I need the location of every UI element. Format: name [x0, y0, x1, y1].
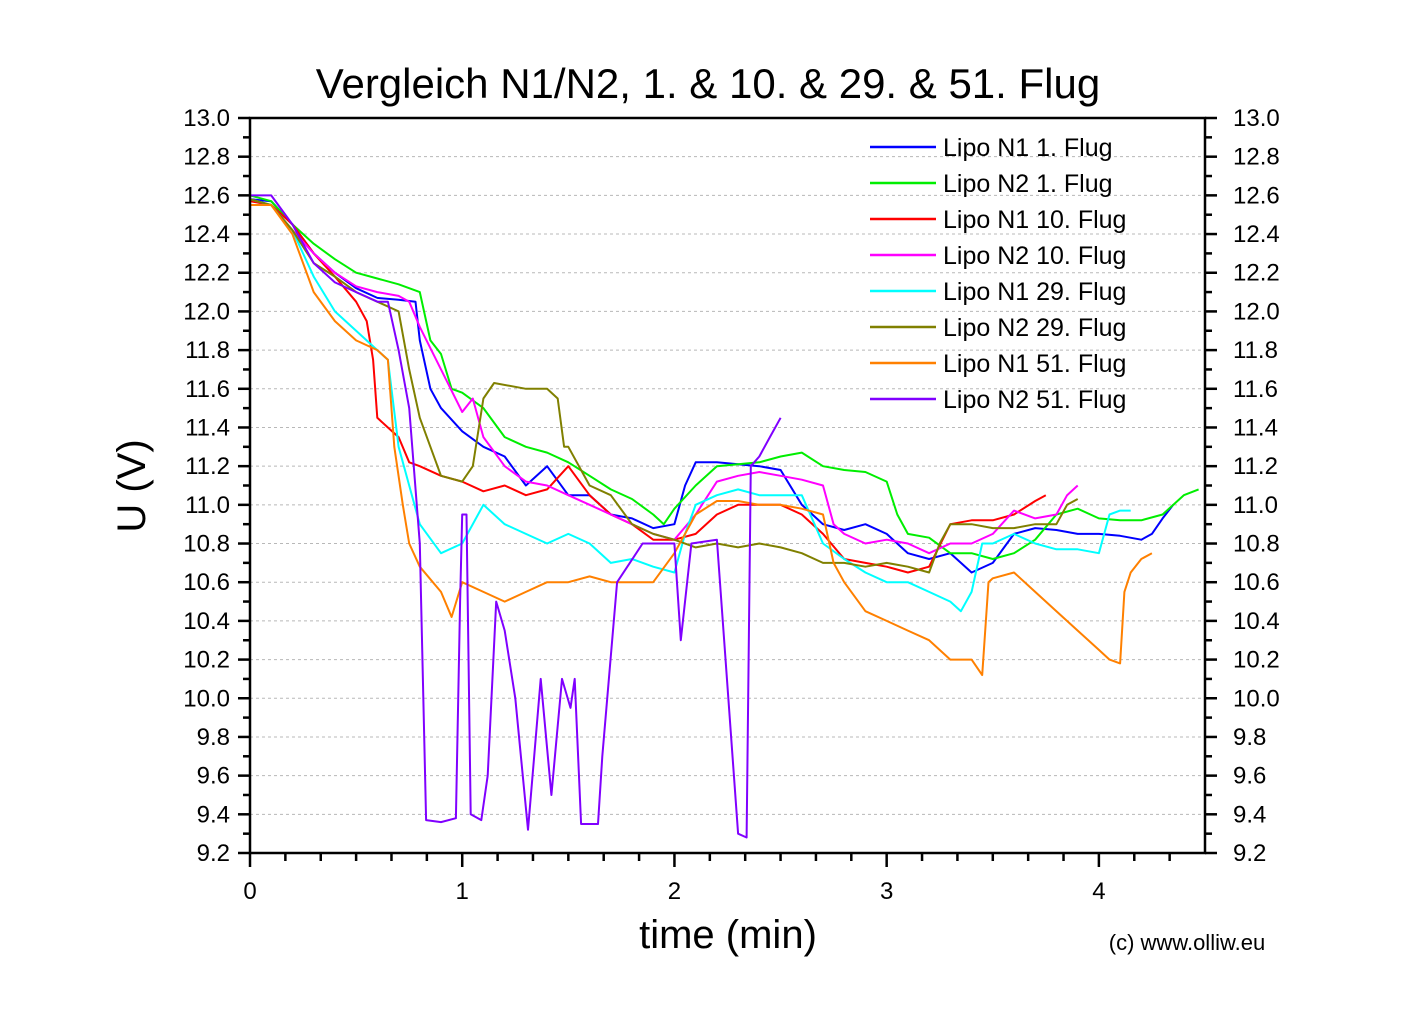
y-tick-label-right: 11.4 [1233, 414, 1278, 441]
legend-label: Lipo N2 51. Flug [943, 386, 1126, 414]
y-tick-label-right: 12.0 [1233, 298, 1280, 325]
y-tick-label: 9.4 [197, 801, 230, 828]
y-axis-label: U (V) [110, 439, 154, 532]
legend-label: Lipo N1 10. Flug [943, 206, 1126, 234]
y-tick-label: 11.6 [185, 376, 230, 403]
y-tick-label: 10.6 [183, 569, 230, 596]
y-tick-label-right: 12.8 [1233, 144, 1280, 171]
y-tick-label-right: 9.4 [1233, 801, 1266, 828]
y-tick-label-right: 11.2 [1233, 453, 1278, 480]
y-tick-label: 10.2 [183, 647, 230, 674]
y-tick-label: 9.2 [197, 840, 230, 867]
y-tick-label: 12.8 [183, 144, 230, 171]
x-tick-label: 3 [880, 878, 893, 905]
series-line-lipo-n2-1-flug [249, 194, 1199, 560]
y-tick-label: 12.6 [183, 182, 230, 209]
y-tick-label: 10.4 [183, 608, 230, 635]
y-tick-label: 10.0 [183, 685, 230, 712]
legend-label: Lipo N2 29. Flug [943, 314, 1126, 342]
y-tick-label: 11.0 [185, 492, 230, 519]
y-tick-label-right: 11.6 [1233, 376, 1278, 403]
x-tick-label: 0 [243, 878, 256, 905]
y-tick-label-right: 11.8 [1233, 337, 1278, 364]
y-tick-label: 9.8 [197, 724, 230, 751]
series-line-lipo-n1-1-flug [249, 198, 1174, 574]
y-axis-right: 13.0 12.8 12.6 12.4 12.2 12.0 11.8 11.6 11.4 11.2… [1205, 105, 1280, 867]
chart-title: Vergleich N1/N2, 1. & 10. & 29. & 51. Fl… [316, 60, 1100, 107]
series-line-lipo-n2-51-flug [250, 194, 782, 839]
y-tick-label: 12.0 [183, 298, 230, 325]
y-tick-label-right: 12.2 [1233, 260, 1280, 287]
legend-label: Lipo N2 10. Flug [943, 242, 1126, 270]
x-tick-label: 2 [668, 878, 681, 905]
y-tick-label-right: 9.2 [1233, 840, 1266, 867]
y-tick-label-right: 11.0 [1233, 492, 1278, 519]
y-tick-label-right: 9.6 [1233, 763, 1266, 790]
y-tick-label-right: 13.0 [1233, 105, 1280, 132]
y-tick-label-right: 12.6 [1233, 182, 1280, 209]
y-axis-left: 13.0 12.8 12.6 12.4 12.2 12.0 11.8 11.6 11.4 11.2… [183, 105, 250, 867]
series-line-lipo-n1-29-flug [249, 198, 1131, 613]
y-tick-label: 10.8 [183, 531, 230, 558]
y-tick-label: 11.8 [185, 337, 230, 364]
y-tick-label: 12.2 [183, 260, 230, 287]
y-tick-label: 9.6 [197, 763, 230, 790]
legend-label: Lipo N1 51. Flug [943, 350, 1126, 378]
x-tick-label: 1 [456, 878, 469, 905]
x-tick-label: 4 [1092, 878, 1105, 905]
y-tick-label: 11.4 [185, 414, 230, 441]
y-tick-label-right: 10.4 [1233, 608, 1280, 635]
y-tick-label-right: 12.4 [1233, 221, 1280, 248]
y-tick-label-right: 10.6 [1233, 569, 1280, 596]
x-axis-label: time (min) [639, 913, 817, 957]
series-line-lipo-n1-51-flug [250, 204, 1153, 677]
y-tick-label-right: 10.8 [1233, 531, 1280, 558]
series-line-lipo-n2-29-flug [249, 198, 1079, 574]
y-tick-label-right: 10.2 [1233, 647, 1280, 674]
copyright-annotation: (c) www.olliw.eu [1109, 930, 1265, 955]
series-group [249, 194, 1199, 839]
legend-label: Lipo N1 1. Flug [943, 134, 1113, 162]
y-tick-label: 12.4 [183, 221, 230, 248]
legend-label: Lipo N2 1. Flug [943, 170, 1113, 198]
y-tick-label-right: 9.8 [1233, 724, 1266, 751]
x-axis: 0 1 2 3 4 [243, 853, 1171, 905]
legend: Lipo N1 1. Flug Lipo N2 1. Flug Lipo N1 10… [870, 134, 1126, 414]
legend-label: Lipo N1 29. Flug [943, 278, 1126, 306]
y-tick-label-right: 10.0 [1233, 685, 1280, 712]
y-tick-label: 13.0 [183, 105, 230, 132]
y-tick-label: 11.2 [185, 453, 230, 480]
